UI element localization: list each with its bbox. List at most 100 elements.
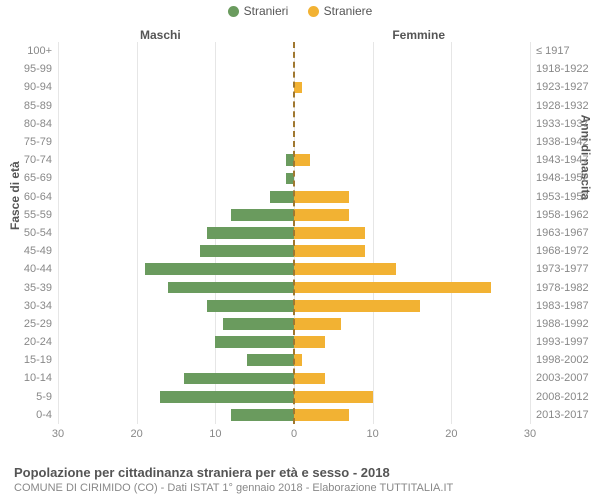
age-label: 5-9: [36, 391, 58, 403]
age-label: 70-74: [24, 154, 58, 166]
birth-year-label: ≤ 1917: [530, 45, 570, 57]
female-half: [294, 373, 530, 385]
x-axis: 3020100102030: [58, 428, 530, 442]
age-label: 95-99: [24, 63, 58, 75]
bar-male: [145, 263, 294, 275]
age-label: 55-59: [24, 209, 58, 221]
birth-year-label: 1953-1957: [530, 191, 589, 203]
bar-female: [294, 391, 373, 403]
bar-male: [270, 191, 294, 203]
age-label: 15-19: [24, 354, 58, 366]
birth-year-label: 1943-1947: [530, 154, 589, 166]
bar-male: [160, 391, 294, 403]
legend-swatch-male: [228, 6, 239, 17]
male-half: [58, 45, 294, 57]
female-half: [294, 154, 530, 166]
birth-year-label: 1933-1937: [530, 118, 589, 130]
bar-male: [231, 209, 294, 221]
birth-year-label: 1988-1992: [530, 318, 589, 330]
female-half: [294, 191, 530, 203]
footer: Popolazione per cittadinanza straniera p…: [14, 465, 590, 494]
x-tick-label: 30: [524, 428, 536, 440]
female-half: [294, 336, 530, 348]
bar-female: [294, 82, 302, 94]
legend-label-female: Straniere: [324, 4, 373, 18]
bar-male: [168, 282, 294, 294]
male-half: [58, 373, 294, 385]
female-half: [294, 354, 530, 366]
bar-female: [294, 245, 365, 257]
birth-year-label: 1963-1967: [530, 227, 589, 239]
male-half: [58, 391, 294, 403]
bar-male: [207, 227, 294, 239]
x-tick-label: 10: [367, 428, 379, 440]
female-half: [294, 82, 530, 94]
x-tick-label: 20: [445, 428, 457, 440]
female-half: [294, 227, 530, 239]
male-half: [58, 409, 294, 421]
birth-year-label: 1983-1987: [530, 300, 589, 312]
age-label: 35-39: [24, 282, 58, 294]
x-tick-label: 20: [131, 428, 143, 440]
male-half: [58, 263, 294, 275]
female-half: [294, 136, 530, 148]
birth-year-label: 2008-2012: [530, 391, 589, 403]
legend-item-female: Straniere: [308, 4, 373, 18]
bar-male: [207, 300, 294, 312]
side-title-female: Femmine: [392, 28, 445, 42]
bar-male: [215, 336, 294, 348]
male-half: [58, 154, 294, 166]
x-tick-label: 30: [52, 428, 64, 440]
male-half: [58, 136, 294, 148]
age-label: 0-4: [36, 409, 58, 421]
male-half: [58, 300, 294, 312]
chart-title: Popolazione per cittadinanza straniera p…: [14, 465, 590, 480]
male-half: [58, 118, 294, 130]
birth-year-label: 2003-2007: [530, 372, 589, 384]
pyramid-chart: Stranieri Straniere Maschi Femmine Fasce…: [0, 0, 600, 500]
birth-year-label: 1993-1997: [530, 336, 589, 348]
bar-female: [294, 300, 420, 312]
male-half: [58, 82, 294, 94]
female-half: [294, 282, 530, 294]
chart-subtitle: COMUNE DI CIRIMIDO (CO) - Dati ISTAT 1° …: [14, 482, 590, 494]
male-half: [58, 63, 294, 75]
male-half: [58, 318, 294, 330]
age-label: 80-84: [24, 118, 58, 130]
bar-female: [294, 154, 310, 166]
female-half: [294, 245, 530, 257]
male-half: [58, 209, 294, 221]
age-label: 50-54: [24, 227, 58, 239]
male-half: [58, 191, 294, 203]
age-label: 75-79: [24, 136, 58, 148]
birth-year-label: 1973-1977: [530, 263, 589, 275]
female-half: [294, 63, 530, 75]
birth-year-label: 2013-2017: [530, 409, 589, 421]
bar-female: [294, 209, 349, 221]
legend-swatch-female: [308, 6, 319, 17]
legend-label-male: Stranieri: [244, 4, 289, 18]
bar-female: [294, 354, 302, 366]
bar-female: [294, 336, 325, 348]
female-half: [294, 209, 530, 221]
bar-female: [294, 373, 325, 385]
legend: Stranieri Straniere: [0, 4, 600, 20]
age-label: 30-34: [24, 300, 58, 312]
bar-female: [294, 191, 349, 203]
female-half: [294, 45, 530, 57]
female-half: [294, 391, 530, 403]
age-label: 65-69: [24, 172, 58, 184]
plot-area: 100+≤ 191795-991918-192290-941923-192785…: [58, 42, 530, 424]
age-label: 45-49: [24, 245, 58, 257]
age-label: 85-89: [24, 100, 58, 112]
birth-year-label: 1978-1982: [530, 282, 589, 294]
y-axis-title-left: Fasce di età: [8, 161, 22, 230]
bar-female: [294, 227, 365, 239]
female-half: [294, 409, 530, 421]
bar-female: [294, 263, 396, 275]
birth-year-label: 1918-1922: [530, 63, 589, 75]
birth-year-label: 1998-2002: [530, 354, 589, 366]
female-half: [294, 173, 530, 185]
age-label: 20-24: [24, 336, 58, 348]
age-label: 25-29: [24, 318, 58, 330]
